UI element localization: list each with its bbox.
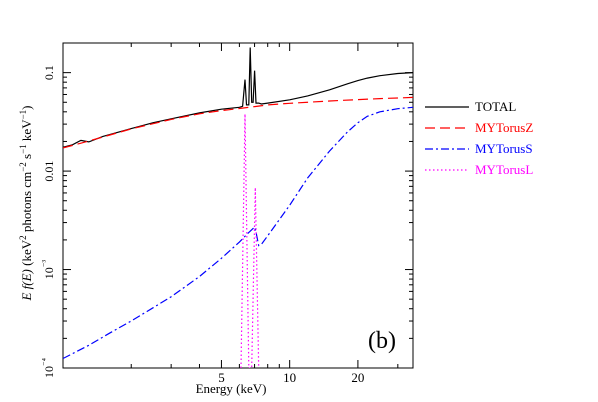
y-tick-label: 10⁻³ — [40, 260, 56, 280]
legend-layer: TOTAL MYTorusZ MYTorusS MYTorusL — [425, 99, 533, 177]
plot-frame — [62, 42, 414, 369]
y-tick-label: 0.01 — [42, 161, 56, 182]
legend-label-total: TOTAL — [475, 99, 516, 114]
panel-label: (b) — [368, 328, 396, 354]
x-axis-label: Energy (keV) — [196, 381, 267, 396]
tick-layer: 5 10 20 0.1 0.01 10⁻³ 10⁻⁴ — [40, 42, 413, 385]
x-tick-label: 10 — [283, 370, 296, 385]
series-line-total — [63, 47, 413, 148]
y-axis-label: E f(E) (keV2 photons cm−2 s−1 keV−1) — [18, 105, 34, 301]
y-tick-label: 0.1 — [42, 65, 56, 80]
legend-label-mytorusz: MYTorusZ — [475, 120, 533, 135]
legend-label-mytoruss: MYTorusS — [475, 141, 533, 156]
x-tick-label: 5 — [218, 370, 225, 385]
legend-label-mytorusl: MYTorusL — [475, 162, 533, 177]
series-line-mytoruss — [63, 106, 413, 360]
x-tick-label: 20 — [351, 370, 364, 385]
series-line-mytorusz — [63, 96, 413, 149]
y-tick-label: 10⁻⁴ — [40, 358, 56, 378]
plot-frame-layer — [62, 42, 414, 369]
series-layer — [63, 47, 413, 368]
series-line-mytorusl — [240, 113, 260, 368]
